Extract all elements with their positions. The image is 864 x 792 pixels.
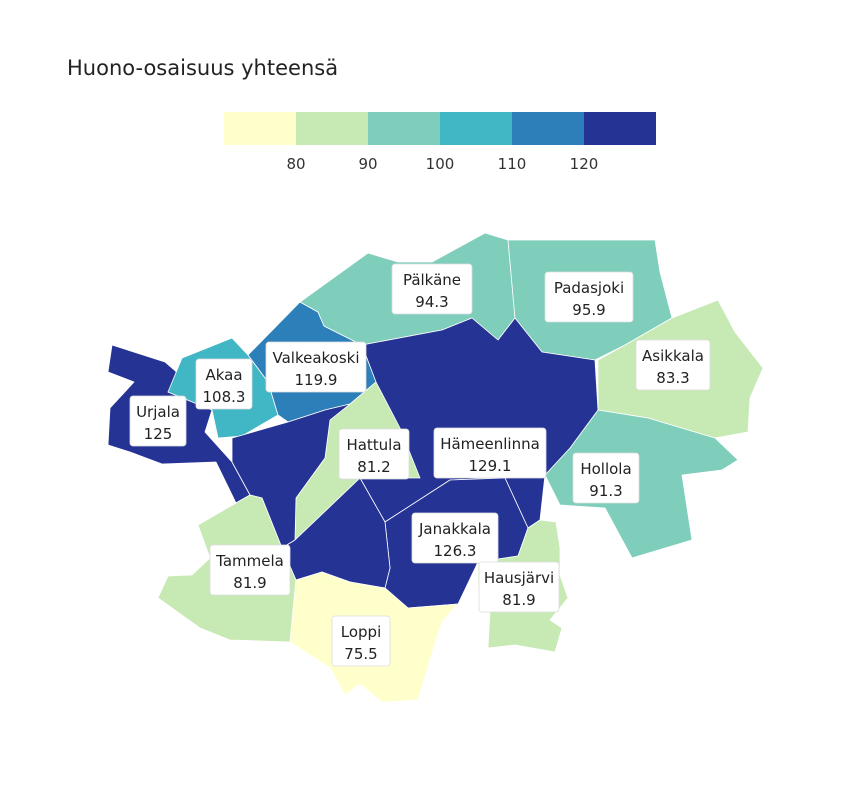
region-name: Akaa	[205, 366, 242, 384]
region-value: 81.2	[357, 458, 390, 476]
region-label: Hämeenlinna 129.1	[433, 427, 547, 479]
region-label-box	[544, 271, 634, 323]
region-value: 126.3	[434, 542, 477, 560]
region-label: Janakkala 126.3	[411, 512, 499, 564]
region-label: Akaa 108.3	[195, 358, 253, 410]
region-value: 75.5	[344, 645, 377, 663]
region-name: Asikkala	[642, 347, 704, 365]
color-legend: 80 90 100 110 120	[224, 112, 656, 173]
region-value: 81.9	[502, 591, 535, 609]
region-label-box	[478, 561, 560, 613]
region-value: 95.9	[572, 301, 605, 319]
legend-swatch	[224, 112, 296, 145]
region-value: 81.9	[233, 574, 266, 592]
region-value: 129.1	[469, 457, 512, 475]
region-label: Valkeakoski 119.9	[265, 341, 367, 393]
region-label-box	[391, 263, 473, 315]
region-name: Pälkäne	[403, 271, 461, 289]
legend-swatch	[584, 112, 656, 145]
region-label-box	[195, 358, 253, 410]
region-label-box	[411, 512, 499, 564]
region-label-box	[635, 339, 711, 391]
region-value: 119.9	[295, 371, 338, 389]
region-value: 108.3	[203, 388, 246, 406]
region-label-box	[433, 427, 547, 479]
region-name: Hollola	[580, 460, 631, 478]
region-name: Hattula	[346, 436, 401, 454]
region-value: 94.3	[415, 293, 448, 311]
region-label-box	[265, 341, 367, 393]
region-label: Hausjärvi 81.9	[478, 561, 560, 613]
region-label: Pälkäne 94.3	[391, 263, 473, 315]
region-name: Padasjoki	[554, 279, 624, 297]
region-label-box	[331, 615, 391, 667]
region-label: Hollola 91.3	[572, 452, 640, 504]
region-name: Loppi	[341, 623, 381, 641]
legend-swatch	[512, 112, 584, 145]
legend-tick-label: 100	[426, 155, 455, 173]
region-label: Urjala 125	[129, 395, 187, 447]
region-name: Hausjärvi	[484, 569, 554, 587]
region-label: Asikkala 83.3	[635, 339, 711, 391]
region-value: 125	[144, 425, 173, 443]
region-value: 83.3	[656, 369, 689, 387]
region-label-box	[338, 428, 410, 480]
region-name: Valkeakoski	[272, 349, 359, 367]
legend-swatch	[440, 112, 512, 145]
map-title: Huono-osaisuus yhteensä	[67, 56, 339, 80]
region-label-box	[572, 452, 640, 504]
region-label: Loppi 75.5	[331, 615, 391, 667]
legend-swatch	[296, 112, 368, 145]
region-label: Tammela 81.9	[209, 544, 291, 596]
region-label-box	[209, 544, 291, 596]
legend-swatch	[368, 112, 440, 145]
legend-tick-label: 80	[286, 155, 305, 173]
legend-tick-label: 90	[358, 155, 377, 173]
legend-tick-label: 110	[498, 155, 527, 173]
region-value: 91.3	[589, 482, 622, 500]
region-name: Hämeenlinna	[440, 435, 540, 453]
region-name: Janakkala	[418, 520, 491, 538]
legend-tick-label: 120	[570, 155, 599, 173]
region-label: Padasjoki 95.9	[544, 271, 634, 323]
region-name: Urjala	[136, 403, 180, 421]
region-label: Hattula 81.2	[338, 428, 410, 480]
region-label-box	[129, 395, 187, 447]
region-name: Tammela	[215, 552, 284, 570]
